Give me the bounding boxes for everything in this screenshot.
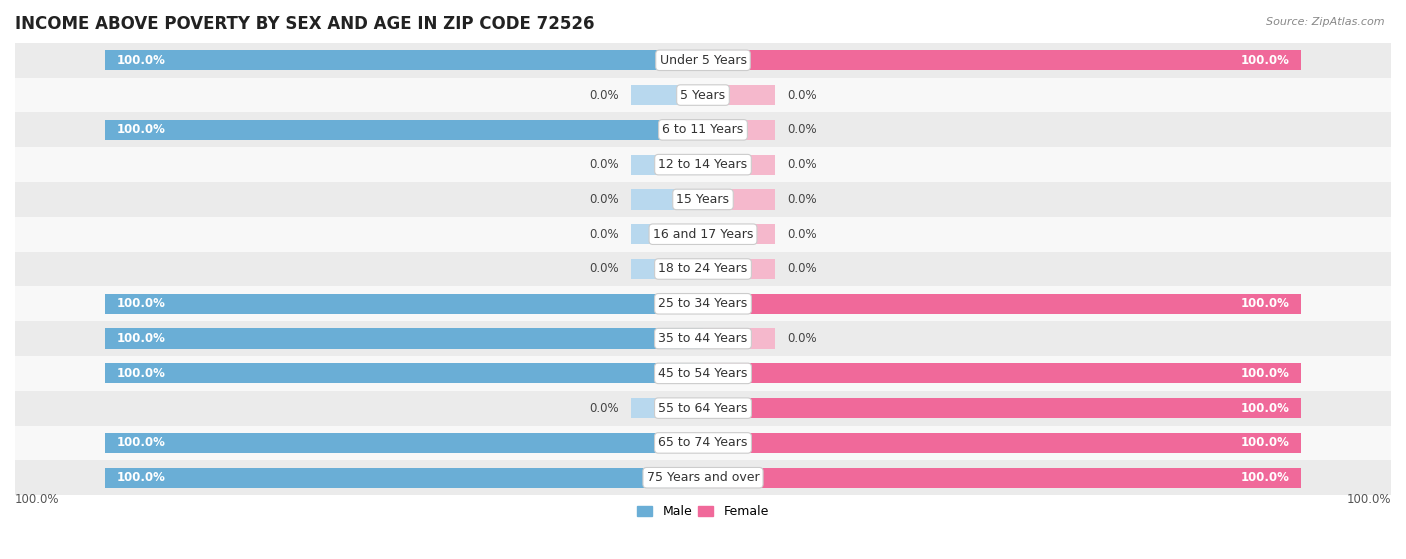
Text: Source: ZipAtlas.com: Source: ZipAtlas.com — [1267, 17, 1385, 27]
Bar — [703, 363, 1302, 383]
Text: 100.0%: 100.0% — [117, 297, 166, 310]
Bar — [104, 50, 703, 70]
Text: 25 to 34 Years: 25 to 34 Years — [658, 297, 748, 310]
Bar — [703, 329, 775, 349]
Text: 0.0%: 0.0% — [589, 228, 619, 241]
Bar — [15, 78, 1391, 112]
Text: 0.0%: 0.0% — [787, 263, 817, 276]
Text: 45 to 54 Years: 45 to 54 Years — [658, 367, 748, 380]
Text: 55 to 64 Years: 55 to 64 Years — [658, 402, 748, 415]
Text: 12 to 14 Years: 12 to 14 Years — [658, 158, 748, 171]
Text: 0.0%: 0.0% — [589, 402, 619, 415]
Bar — [631, 259, 703, 279]
Bar — [104, 293, 703, 314]
Text: 0.0%: 0.0% — [589, 263, 619, 276]
Text: 0.0%: 0.0% — [787, 158, 817, 171]
Bar — [15, 321, 1391, 356]
Bar — [15, 391, 1391, 425]
Bar — [703, 85, 775, 105]
Bar — [15, 425, 1391, 460]
Bar — [631, 190, 703, 210]
Text: 100.0%: 100.0% — [117, 54, 166, 67]
Bar — [104, 433, 703, 453]
Bar — [104, 120, 703, 140]
Text: 100.0%: 100.0% — [1240, 471, 1289, 484]
Text: 100.0%: 100.0% — [1347, 493, 1391, 506]
Text: 100.0%: 100.0% — [117, 471, 166, 484]
Text: Under 5 Years: Under 5 Years — [659, 54, 747, 67]
Bar — [703, 190, 775, 210]
Bar — [703, 398, 1302, 418]
Bar — [631, 85, 703, 105]
Text: 0.0%: 0.0% — [589, 88, 619, 102]
Bar — [631, 224, 703, 244]
Bar — [15, 217, 1391, 252]
Text: 0.0%: 0.0% — [589, 193, 619, 206]
Bar — [703, 120, 775, 140]
Bar — [15, 356, 1391, 391]
Bar — [104, 329, 703, 349]
Bar — [703, 433, 1302, 453]
Text: 0.0%: 0.0% — [589, 158, 619, 171]
Text: 100.0%: 100.0% — [117, 124, 166, 136]
Bar — [703, 293, 1302, 314]
Text: 0.0%: 0.0% — [787, 228, 817, 241]
Text: 100.0%: 100.0% — [15, 493, 59, 506]
Text: 0.0%: 0.0% — [787, 193, 817, 206]
Bar — [15, 286, 1391, 321]
Text: 16 and 17 Years: 16 and 17 Years — [652, 228, 754, 241]
Text: 0.0%: 0.0% — [787, 332, 817, 345]
Text: 100.0%: 100.0% — [1240, 297, 1289, 310]
Bar — [15, 460, 1391, 495]
Text: 100.0%: 100.0% — [117, 367, 166, 380]
Bar — [15, 182, 1391, 217]
Bar — [703, 468, 1302, 488]
Bar — [104, 468, 703, 488]
Bar — [631, 398, 703, 418]
Text: 100.0%: 100.0% — [1240, 402, 1289, 415]
Text: 5 Years: 5 Years — [681, 88, 725, 102]
Text: 6 to 11 Years: 6 to 11 Years — [662, 124, 744, 136]
Text: 0.0%: 0.0% — [787, 88, 817, 102]
Text: 0.0%: 0.0% — [787, 124, 817, 136]
Text: 18 to 24 Years: 18 to 24 Years — [658, 263, 748, 276]
Bar — [703, 224, 775, 244]
Bar — [703, 50, 1302, 70]
Text: 65 to 74 Years: 65 to 74 Years — [658, 437, 748, 449]
Text: INCOME ABOVE POVERTY BY SEX AND AGE IN ZIP CODE 72526: INCOME ABOVE POVERTY BY SEX AND AGE IN Z… — [15, 15, 595, 33]
Bar — [15, 43, 1391, 78]
Text: 100.0%: 100.0% — [117, 332, 166, 345]
Text: 35 to 44 Years: 35 to 44 Years — [658, 332, 748, 345]
Bar — [703, 259, 775, 279]
Text: 100.0%: 100.0% — [1240, 367, 1289, 380]
Text: 100.0%: 100.0% — [1240, 437, 1289, 449]
Text: 100.0%: 100.0% — [1240, 54, 1289, 67]
Text: 100.0%: 100.0% — [117, 437, 166, 449]
Text: 75 Years and over: 75 Years and over — [647, 471, 759, 484]
Text: 15 Years: 15 Years — [676, 193, 730, 206]
Bar — [15, 252, 1391, 286]
Bar — [15, 112, 1391, 147]
Bar — [15, 147, 1391, 182]
Legend: Male, Female: Male, Female — [633, 500, 773, 523]
Bar — [631, 154, 703, 175]
Bar — [703, 154, 775, 175]
Bar — [104, 363, 703, 383]
